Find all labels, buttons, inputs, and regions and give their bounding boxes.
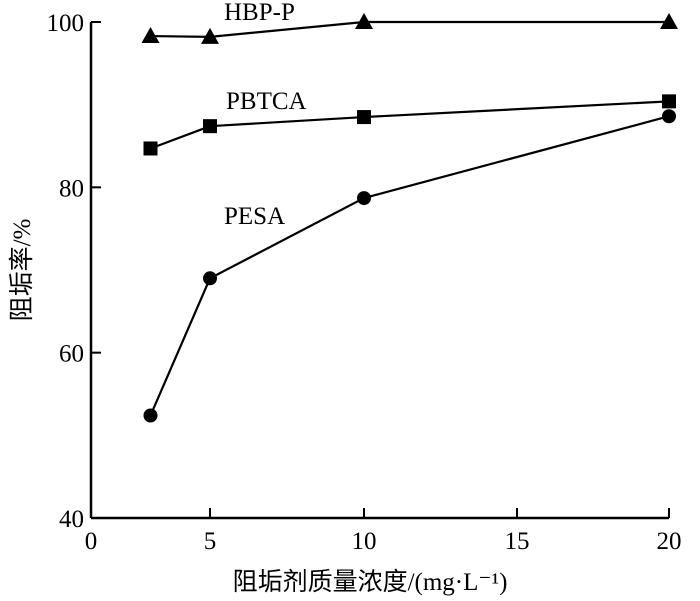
y-tick-label: 100 (47, 10, 85, 37)
series-line-pesa (149, 115, 670, 416)
data-point-circle (357, 191, 371, 206)
data-point-circle (203, 271, 217, 286)
data-point-square (662, 94, 676, 109)
x-tick-label: 15 (505, 528, 530, 555)
series-line-hbp-p (150, 20, 669, 38)
series-label-pbtca: PBTCA (226, 88, 307, 115)
data-point-triangle (141, 27, 160, 44)
series-line-pbtca (150, 100, 670, 150)
y-tick-label: 60 (59, 341, 84, 368)
x-axis-label: 阻垢剂质量浓度/(mg·L⁻¹) (233, 568, 508, 596)
axes: 0 5 10 15 20 40 60 80 100 (47, 10, 682, 555)
y-axis-label: 阻垢率/% (8, 219, 36, 322)
data-point-circle (662, 109, 676, 124)
y-tick-label: 80 (59, 175, 84, 202)
series-label-pesa: PESA (224, 203, 285, 230)
x-tick-label: 0 (85, 528, 98, 555)
data-point-square (357, 110, 371, 125)
data-point-triangle (355, 13, 373, 29)
data-point-triangle (660, 13, 678, 29)
data-point-square (203, 119, 217, 134)
data-point-circle (143, 408, 158, 423)
data-point-square (143, 141, 158, 156)
data-point-triangle (201, 27, 219, 44)
series-label-hbp-p: HBP-P (224, 0, 295, 26)
y-tick-label: 40 (59, 506, 84, 533)
x-tick-label: 10 (352, 528, 377, 555)
x-tick-label: 20 (657, 528, 682, 555)
x-tick-label: 5 (204, 528, 217, 555)
series-layer (141, 13, 678, 423)
